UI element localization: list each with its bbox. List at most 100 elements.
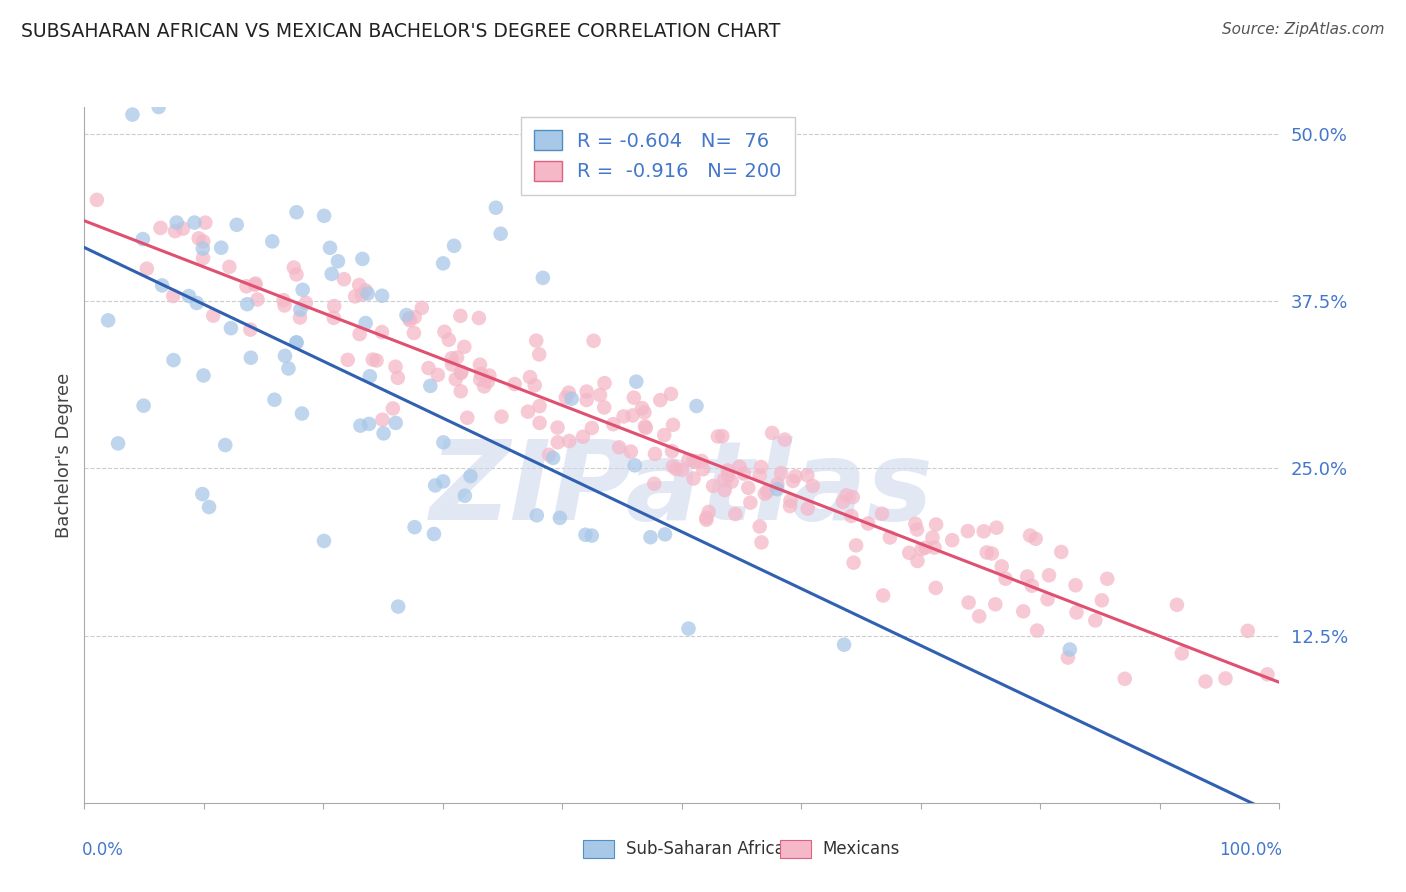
Point: [239, 351, 262, 365]
Point: [398, 313, 420, 327]
Point: [842, 556, 865, 570]
Point: [472, 379, 495, 393]
Point: [446, 351, 468, 365]
Point: [172, 221, 194, 235]
Point: [1066, 606, 1088, 620]
Text: 0.0%: 0.0%: [82, 841, 124, 859]
Point: [357, 417, 380, 431]
Point: [350, 287, 373, 301]
Point: [957, 595, 980, 609]
Point: [756, 484, 779, 499]
Point: [1059, 642, 1081, 657]
Point: [524, 334, 547, 348]
Point: [418, 361, 440, 376]
Point: [193, 235, 215, 249]
Point: [623, 391, 645, 405]
Point: [1021, 579, 1043, 593]
Point: [695, 513, 717, 527]
Point: [371, 289, 394, 303]
Point: [225, 218, 247, 232]
Point: [779, 493, 801, 508]
Point: [387, 371, 409, 385]
Point: [288, 310, 311, 325]
Point: [644, 447, 666, 461]
Y-axis label: Bachelor's Degree: Bachelor's Degree: [55, 372, 73, 538]
Point: [1171, 646, 1194, 660]
Point: [132, 399, 155, 413]
Point: [574, 528, 596, 542]
Point: [485, 201, 508, 215]
Point: [107, 436, 129, 450]
Point: [491, 409, 513, 424]
Text: Mexicans: Mexicans: [823, 840, 900, 858]
Point: [186, 296, 208, 310]
Point: [1097, 572, 1119, 586]
Point: [468, 310, 491, 325]
Point: [433, 325, 456, 339]
Point: [503, 377, 526, 392]
Point: [319, 241, 342, 255]
Point: [754, 487, 776, 501]
Point: [773, 433, 796, 447]
Point: [97, 313, 120, 327]
Point: [623, 458, 645, 473]
Point: [728, 459, 751, 474]
Point: [432, 256, 454, 270]
Point: [273, 293, 295, 308]
Point: [994, 572, 1017, 586]
Point: [751, 535, 773, 549]
Point: [740, 495, 762, 509]
Point: [782, 474, 804, 488]
Point: [432, 435, 454, 450]
Point: [665, 462, 688, 476]
Point: [720, 475, 742, 489]
Point: [1114, 672, 1136, 686]
Point: [682, 454, 704, 468]
Point: [654, 527, 676, 541]
Point: [925, 517, 948, 532]
Point: [198, 500, 221, 514]
Point: [652, 428, 675, 442]
Point: [678, 453, 700, 467]
Point: [460, 469, 482, 483]
Point: [1036, 592, 1059, 607]
Point: [683, 455, 706, 469]
Point: [547, 420, 569, 434]
Point: [620, 444, 643, 458]
Point: [661, 444, 683, 458]
Point: [517, 405, 540, 419]
Point: [633, 405, 655, 419]
Point: [321, 267, 343, 281]
Point: [274, 349, 297, 363]
Point: [841, 490, 863, 504]
Point: [967, 609, 990, 624]
Point: [529, 399, 551, 413]
Point: [1025, 532, 1047, 546]
Point: [575, 384, 598, 399]
Point: [678, 622, 700, 636]
Point: [411, 301, 433, 315]
Point: [361, 352, 384, 367]
Point: [593, 401, 616, 415]
Point: [634, 421, 657, 435]
Point: [283, 260, 305, 275]
Point: [243, 277, 266, 292]
Point: [423, 527, 446, 541]
Point: [911, 542, 934, 557]
Point: [291, 283, 314, 297]
Point: [444, 372, 467, 386]
Point: [582, 334, 605, 348]
Point: [425, 478, 447, 492]
Point: [384, 359, 406, 374]
Legend: R = -0.604   N=  76, R =  -0.916   N= 200: R = -0.604 N= 76, R = -0.916 N= 200: [520, 117, 796, 194]
Point: [554, 391, 576, 405]
Point: [285, 335, 308, 350]
Point: [695, 510, 717, 524]
Point: [650, 393, 672, 408]
Point: [835, 488, 858, 502]
Point: [779, 499, 801, 513]
Point: [209, 241, 232, 255]
Point: [262, 235, 284, 249]
Point: [236, 297, 259, 311]
Point: [432, 475, 454, 489]
